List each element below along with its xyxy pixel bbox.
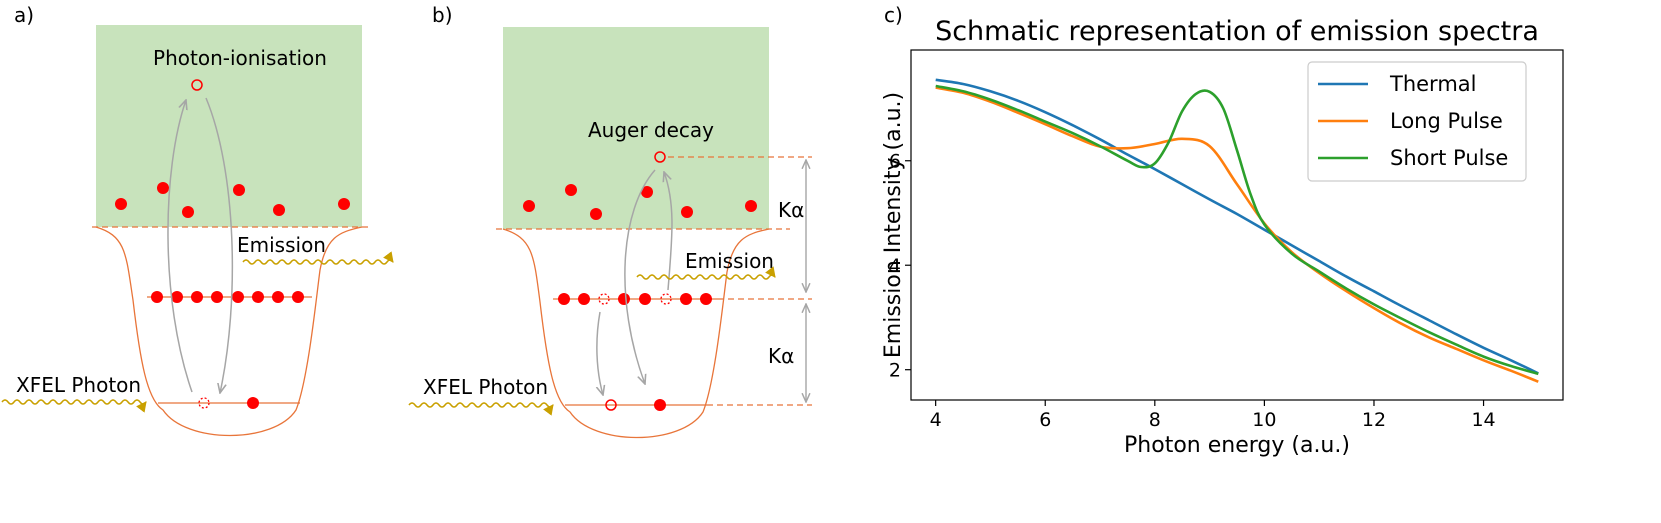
k-shell-electron — [654, 399, 666, 411]
plot-area: 4 6 8 10 12 14 2 4 6 — [889, 78, 1539, 431]
auger-electron — [654, 151, 666, 163]
series-line-short-pulse — [935, 84, 1539, 376]
legend-label-short-pulse: Short Pulse — [1390, 146, 1508, 170]
continuum-electrons — [523, 184, 757, 220]
k-alpha-lower-label: Kα — [768, 344, 794, 368]
plot-frame — [910, 49, 1564, 401]
k-shell-electron — [247, 397, 259, 409]
potential-well — [95, 226, 363, 437]
panel-a: a) Photon-ionisation Emission XFEL Photo… — [1, 3, 394, 437]
chart-title: Schmatic representation of emission spec… — [935, 16, 1539, 47]
series-line-thermal — [935, 78, 1539, 375]
l-shell-electrons — [558, 293, 712, 305]
y-tick-label: 2 — [889, 360, 901, 382]
legend-label-thermal: Thermal — [1389, 72, 1476, 96]
panel-c: c) Schmatic representation of emission s… — [881, 3, 1564, 458]
decay-arrow — [205, 97, 234, 393]
l-to-k-arrow — [597, 311, 603, 395]
chart-legend: Thermal Long Pulse Short Pulse — [1307, 61, 1527, 182]
xfel-photon-label: XFEL Photon — [423, 375, 548, 399]
series-line-long-pulse — [935, 86, 1539, 383]
auger-up-arrow — [664, 172, 673, 291]
y-tick-label: 4 — [889, 255, 901, 277]
auger-decay-label: Auger decay — [588, 118, 714, 142]
x-tick-label: 14 — [1471, 409, 1495, 431]
panel-a-label: a) — [14, 3, 34, 27]
ionised-electron — [191, 79, 203, 91]
x-axis-label: Photon energy (a.u.) — [1124, 433, 1350, 458]
xfel-photon-label: XFEL Photon — [16, 373, 141, 397]
k-alpha-upper-label: Kα — [778, 198, 804, 222]
legend-label-long-pulse: Long Pulse — [1390, 109, 1503, 133]
emission-label: Emission — [237, 233, 326, 257]
continuum-region — [503, 27, 769, 229]
auger-down-arrow — [624, 169, 656, 384]
k-shell-hole — [605, 399, 617, 411]
xfel-photon-wave — [408, 402, 554, 416]
x-tick-label: 12 — [1362, 409, 1386, 431]
emission-photon-wave — [242, 251, 394, 265]
x-tick-label: 8 — [1149, 409, 1161, 431]
emission-photon-wave — [636, 266, 776, 280]
photon-ionisation-label: Photon-ionisation — [153, 46, 327, 70]
potential-well — [502, 228, 770, 439]
panel-b: b) Auger decay Kα Kα Emis — [408, 3, 812, 439]
ionisation-arrow — [167, 100, 193, 393]
x-tick-label: 4 — [930, 409, 942, 431]
continuum-electrons — [115, 182, 350, 218]
xfel-photon-wave — [1, 399, 147, 413]
y-axis-label: Emission Intensity (a.u.) — [881, 92, 906, 358]
panel-c-label: c) — [884, 3, 903, 27]
emission-label: Emission — [685, 249, 774, 273]
panel-b-label: b) — [432, 3, 453, 27]
x-tick-label: 10 — [1252, 409, 1276, 431]
l-shell-electrons — [151, 291, 304, 303]
legend-box — [1307, 61, 1527, 182]
x-tick-label: 6 — [1039, 409, 1051, 431]
k-shell-hole — [198, 397, 210, 409]
y-tick-label: 6 — [889, 151, 901, 173]
